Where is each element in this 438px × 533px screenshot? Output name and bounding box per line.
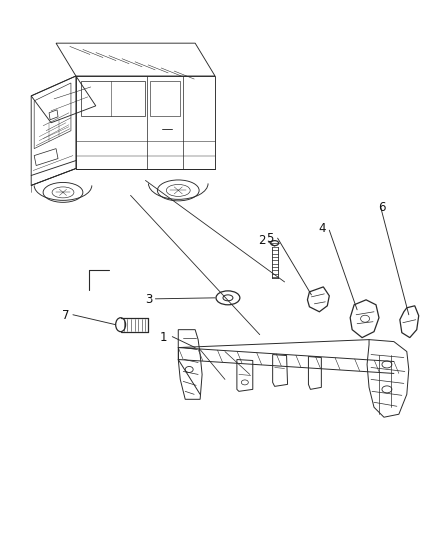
Ellipse shape <box>271 240 279 246</box>
Ellipse shape <box>216 291 240 305</box>
Ellipse shape <box>360 315 370 322</box>
Ellipse shape <box>382 386 392 393</box>
Text: 6: 6 <box>378 201 386 214</box>
Text: 1: 1 <box>159 331 167 344</box>
Text: 4: 4 <box>318 222 326 235</box>
Ellipse shape <box>241 380 248 385</box>
Ellipse shape <box>116 318 126 332</box>
Text: 3: 3 <box>145 293 152 306</box>
Text: 7: 7 <box>62 309 70 322</box>
Ellipse shape <box>382 361 392 368</box>
Ellipse shape <box>185 367 193 373</box>
Ellipse shape <box>223 295 233 301</box>
Text: 5: 5 <box>266 232 273 245</box>
Text: 2: 2 <box>258 233 265 247</box>
